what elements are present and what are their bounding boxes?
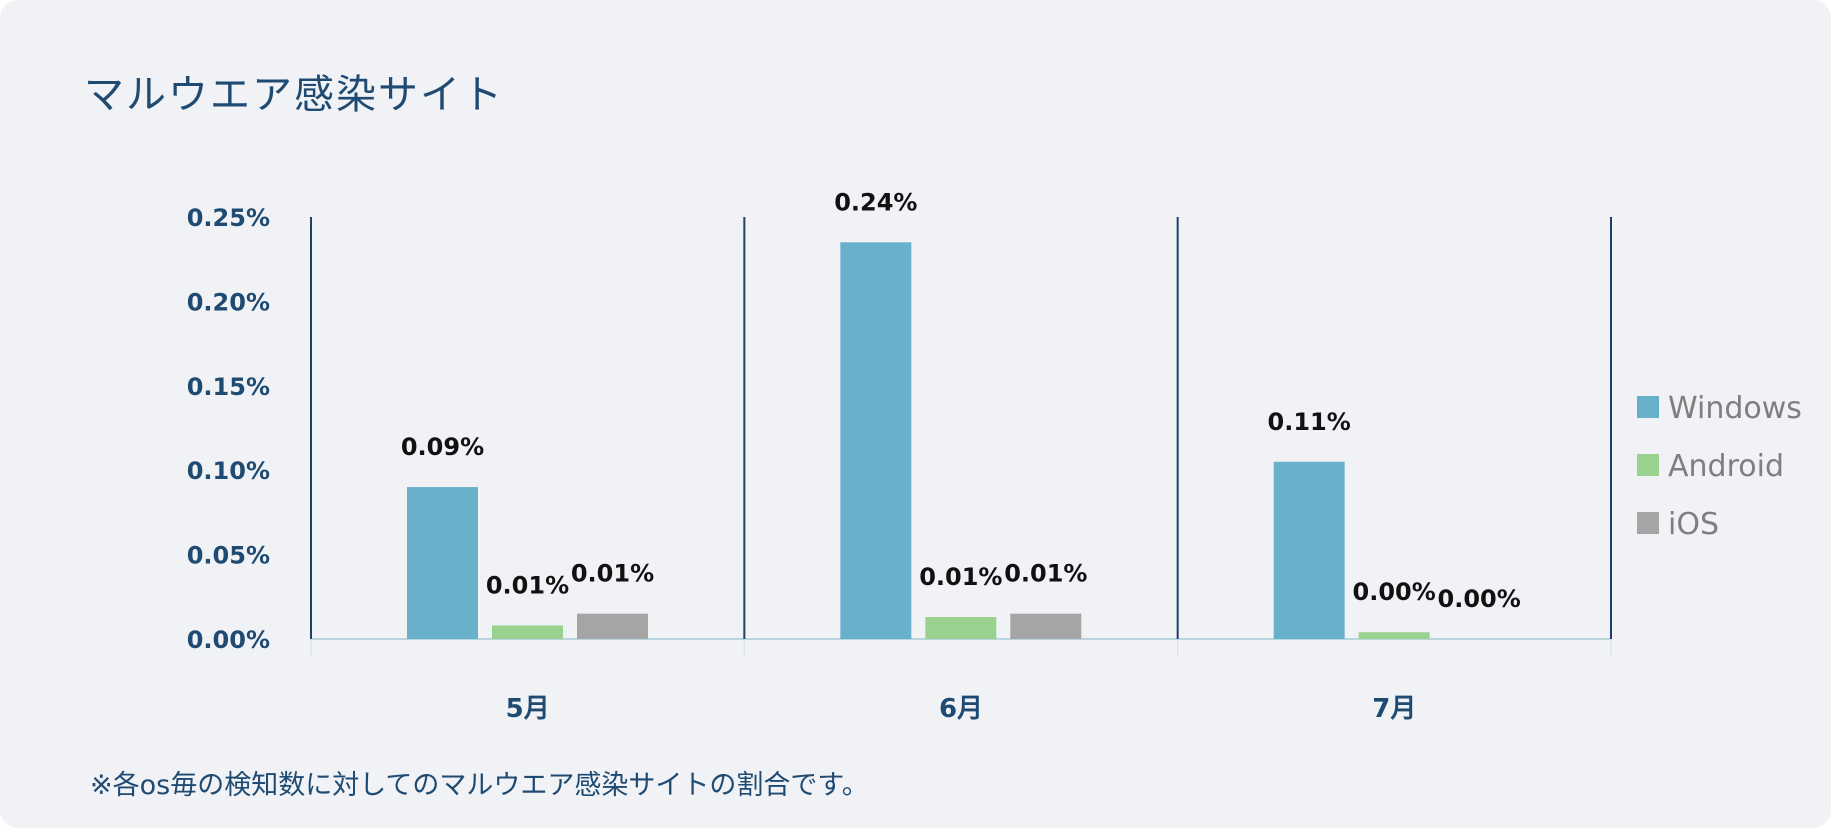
x-tick-label: 6月 <box>939 694 983 724</box>
bar-android <box>492 625 563 639</box>
legend-swatch-android <box>1637 454 1659 476</box>
data-label: 0.01% <box>486 571 569 599</box>
legend-label-windows: Windows <box>1668 391 1802 426</box>
y-tick-label: 0.20% <box>187 288 270 316</box>
bar-ios <box>1010 613 1082 639</box>
x-tick-label: 5月 <box>506 694 550 724</box>
data-label: 0.09% <box>401 433 484 461</box>
y-tick-label: 0.00% <box>187 626 270 654</box>
footnote: ※各os毎の検知数に対してのマルウエア感染サイトの割合です。 <box>90 770 869 801</box>
data-label: 0.24% <box>834 188 917 216</box>
bar-windows <box>840 242 912 639</box>
data-label: 0.01% <box>571 560 654 588</box>
bar-windows <box>1273 461 1345 639</box>
y-tick-label: 0.05% <box>187 542 270 570</box>
chart-title: マルウエア感染サイト <box>84 72 504 118</box>
legend-swatch-windows <box>1637 396 1659 418</box>
y-tick-label: 0.10% <box>187 457 270 485</box>
bar-android <box>925 617 997 639</box>
y-tick-label: 0.25% <box>187 204 270 232</box>
bar-android <box>1358 632 1430 639</box>
data-label: 0.01% <box>919 563 1002 591</box>
data-label: 0.00% <box>1438 585 1521 613</box>
data-label: 0.00% <box>1353 578 1436 606</box>
y-tick-label: 0.15% <box>187 373 270 401</box>
data-label: 0.11% <box>1268 408 1351 436</box>
data-label: 0.01% <box>1004 560 1087 588</box>
x-tick-label: 7月 <box>1372 694 1416 724</box>
bar-ios <box>577 613 648 639</box>
legend-label-ios: iOS <box>1668 507 1719 542</box>
legend-label-android: Android <box>1668 449 1784 484</box>
bar-windows <box>407 487 478 639</box>
legend-swatch-ios <box>1637 512 1659 534</box>
